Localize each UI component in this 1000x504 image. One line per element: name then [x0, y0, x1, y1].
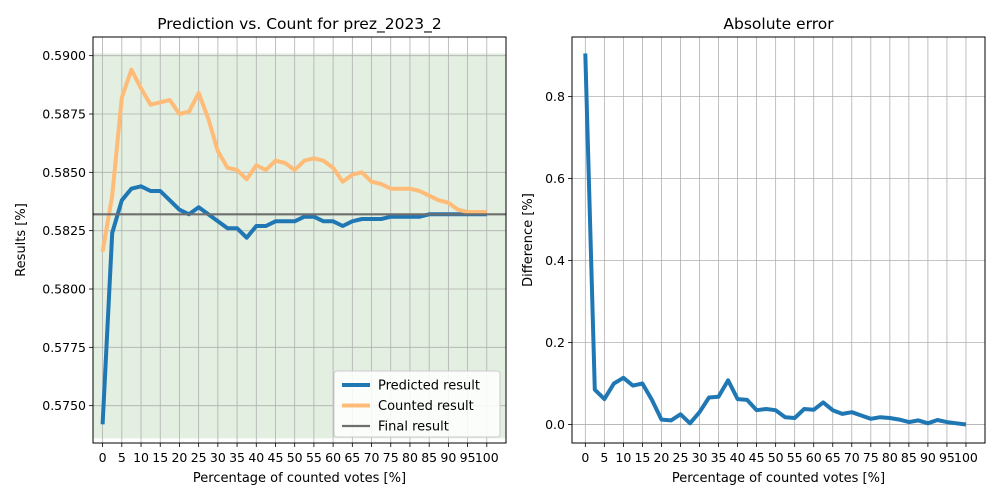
y-tick-label: 0.5850	[42, 165, 86, 180]
x-axis-label: Percentage of counted votes [%]	[193, 471, 406, 486]
x-tick-label: 50	[287, 450, 303, 465]
axes-frame	[92, 36, 507, 444]
x-tick-label: 35	[711, 450, 727, 465]
legend-label: Final result	[378, 420, 449, 435]
x-tick-label: 45	[749, 450, 765, 465]
x-tick-label: 15	[634, 450, 650, 465]
x-tick-label: 70	[364, 450, 380, 465]
x-tick-label: 100	[475, 450, 499, 465]
x-tick-label: 90	[440, 450, 456, 465]
x-tick-label: 70	[844, 450, 860, 465]
x-tick-label: 100	[954, 450, 978, 465]
x-tick-label: 5	[600, 450, 608, 465]
x-tick-label: 90	[920, 450, 936, 465]
x-tick-label: 30	[210, 450, 226, 465]
chart-title: Absolute error	[723, 15, 834, 33]
y-tick-label: 0.8	[545, 89, 565, 104]
x-tick-label: 60	[806, 450, 822, 465]
x-tick-label: 25	[191, 450, 207, 465]
x-tick-label: 65	[344, 450, 360, 465]
x-tick-label: 20	[171, 450, 187, 465]
legend-label: Counted result	[378, 399, 474, 414]
y-tick-label: 0.6	[545, 171, 565, 186]
x-tick-label: 40	[730, 450, 746, 465]
counted-result-line	[100, 67, 487, 253]
chart-title: Prediction vs. Count for prez_2023_2	[157, 15, 442, 34]
y-axis-label: Results [%]	[14, 203, 29, 277]
x-tick-label: 35	[229, 450, 245, 465]
x-tick-label: 40	[248, 450, 264, 465]
y-tick-label: 0.4	[545, 253, 565, 268]
x-tick-label: 95	[939, 450, 955, 465]
x-tick-label: 55	[787, 450, 803, 465]
x-tick-label: 80	[402, 450, 418, 465]
x-tick-label: 45	[268, 450, 284, 465]
legend-label: Predicted result	[378, 379, 480, 394]
x-tick-label: 75	[383, 450, 399, 465]
y-tick-label: 0.5775	[42, 340, 86, 355]
legend: Predicted result Counted result Final resu…	[333, 370, 501, 438]
x-axis-label: Percentage of counted votes [%]	[672, 471, 885, 486]
x-tick-label: 85	[901, 450, 917, 465]
x-tick-label: 50	[768, 450, 784, 465]
x-tick-label: 5	[118, 450, 126, 465]
x-tick-label: 25	[673, 450, 689, 465]
x-tick-label: 20	[653, 450, 669, 465]
y-tick-label: 0.5825	[42, 223, 86, 238]
x-tick-label: 60	[325, 450, 341, 465]
plot-area	[572, 37, 985, 443]
x-tick-label: 10	[615, 450, 631, 465]
x-tick-label: 80	[882, 450, 898, 465]
x-tick-label: 10	[133, 450, 149, 465]
error-line	[583, 53, 967, 427]
x-tick-label: 0	[99, 450, 107, 465]
y-tick-label: 0.5900	[42, 48, 86, 63]
x-tick-label: 15	[152, 450, 168, 465]
y-tick-label: 0.5875	[42, 107, 86, 122]
absolute-error-chart: Absolute error Percentage of counted vot…	[521, 15, 986, 486]
x-tick-label: 0	[581, 450, 589, 465]
x-tick-label: 95	[460, 450, 476, 465]
x-tick-label: 55	[306, 450, 322, 465]
x-tick-label: 75	[863, 450, 879, 465]
x-tick-label: 85	[421, 450, 437, 465]
y-tick-label: 0.5800	[42, 282, 86, 297]
y-tick-label: 0.0	[545, 417, 565, 432]
axes-frame	[571, 36, 986, 444]
y-tick-label: 0.5750	[42, 398, 86, 413]
x-tick-label: 30	[692, 450, 708, 465]
legend-box	[333, 370, 501, 438]
y-tick-label: 0.2	[545, 335, 565, 350]
prediction-chart: Prediction vs. Count for prez_2023_2 Per…	[14, 15, 507, 486]
y-axis-label: Difference [%]	[521, 193, 536, 287]
predicted-result-line	[100, 184, 487, 425]
x-tick-label: 65	[825, 450, 841, 465]
